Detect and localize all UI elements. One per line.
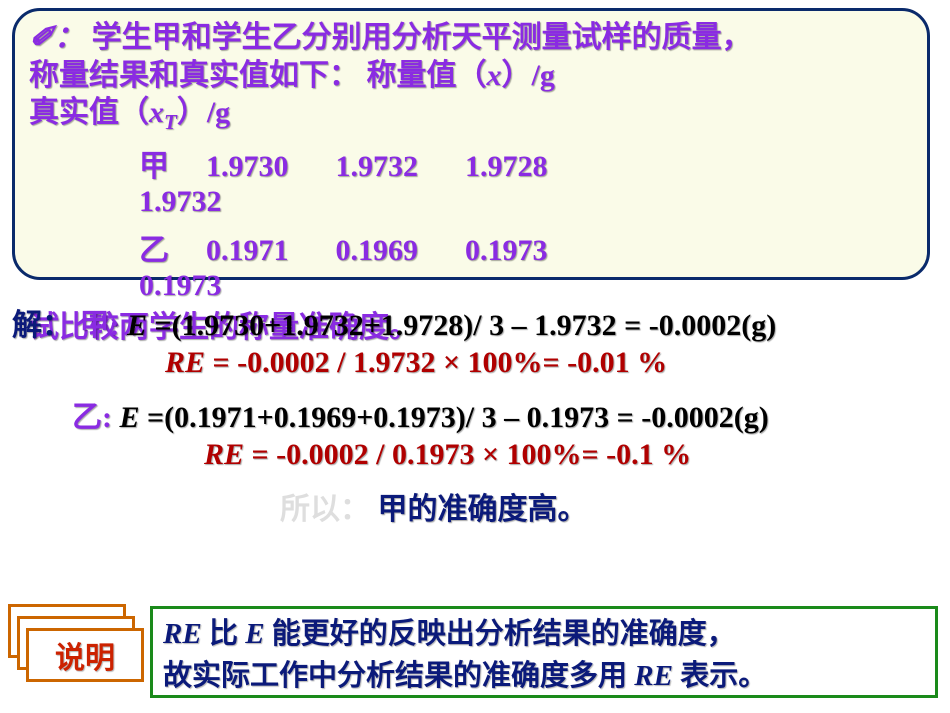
yi-label: 乙: (72, 401, 120, 434)
row-jia-v2: 1.9732 (336, 150, 419, 183)
row-yi-v1: 0.1971 (206, 234, 289, 267)
stack-card-front: 说明 (26, 628, 144, 682)
pen-icon: ✐： (29, 21, 84, 54)
conclusion: 甲的准确度高。 (378, 493, 588, 526)
note-line1: RE 比 E 能更好的反映出分析结果的准确度， (163, 613, 925, 655)
problem-line1-text: 学生甲和学生乙分别用分析天平测量试样的质量， (92, 21, 752, 54)
note-line2: 故实际工作中分析结果的准确度多用 RE 表示。 (163, 655, 925, 697)
row-yi-v2: 0.1969 (336, 234, 419, 267)
row-yi: 乙 0.1971 0.1969 0.1973 0.1973 (139, 225, 913, 303)
row-yi-true: 0.1973 (139, 269, 222, 302)
problem-line3: 真实值（xT）/g (29, 94, 913, 135)
sol-line-yi-RE: RE = -0.0002 / 0.1973 × 100%= -0.1 % (204, 438, 691, 472)
problem-line1: ✐： 学生甲和学生乙分别用分析天平测量试样的质量， (29, 19, 913, 57)
jia-E: =(1.9730+1.9732+1.9728)/ 3 – 1.9732 = -0… (155, 309, 777, 342)
jie-label: 解： (12, 309, 72, 342)
sol-conclusion-line: 所以： 甲的准确度高。 (280, 484, 588, 528)
row-jia-true: 1.9732 (139, 185, 222, 218)
row-jia-v1: 1.9730 (206, 150, 289, 183)
suoyi: 所以： (280, 493, 370, 526)
yi-RE: = -0.0002 / 0.1973 × 100%= -0.1 % (252, 438, 692, 471)
problem-line2: 称量结果和真实值如下： 称量值（x）/g (29, 57, 913, 95)
problem-box: ✐： 学生甲和学生乙分别用分析天平测量试样的质量， 称量结果和真实值如下： 称量… (12, 8, 930, 280)
row-yi-label: 乙 (139, 234, 169, 267)
sol-line-yi-E: 乙: E =(0.1971+0.1969+0.1973)/ 3 – 0.1973… (72, 392, 769, 436)
jia-RE: = -0.0002 / 1.9732 × 100%= -0.01 % (213, 346, 668, 379)
note-label-stack: 说明 (8, 604, 148, 700)
note-box: RE 比 E 能更好的反映出分析结果的准确度， 故实际工作中分析结果的准确度多用… (150, 606, 938, 698)
row-jia: 甲 1.9730 1.9732 1.9728 1.9732 (139, 141, 913, 219)
sol-line-jia-E: 解： 甲: E =(1.9730+1.9732+1.9728)/ 3 – 1.9… (12, 300, 776, 344)
row-yi-v3: 0.1973 (465, 234, 548, 267)
row-jia-v3: 1.9728 (465, 150, 548, 183)
sol-line-jia-RE: RE = -0.0002 / 1.9732 × 100%= -0.01 % (165, 346, 667, 380)
note-label: 说明 (55, 633, 115, 677)
row-jia-label: 甲 (139, 150, 169, 183)
jia-label: 甲: (80, 309, 128, 342)
yi-E: =(0.1971+0.1969+0.1973)/ 3 – 0.1973 = -0… (147, 401, 769, 434)
